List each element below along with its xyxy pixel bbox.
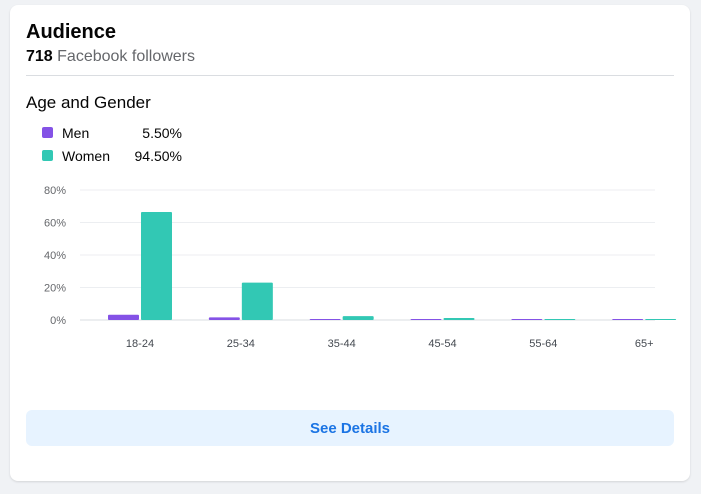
x-tick-label: 35-44 [328,338,356,350]
bar-women [443,318,475,320]
y-tick-label: 20% [44,283,66,295]
x-tick-label: 65+ [635,338,654,350]
x-tick-label: 25-34 [227,338,255,350]
chart-legend: Men 5.50% Women 94.50% [42,121,182,167]
legend-value-women: 94.50% [134,147,182,164]
bar-men [511,319,543,320]
audience-card: Audience 718 Facebook followers Age and … [10,5,690,481]
bar-men [612,319,644,320]
y-tick-label: 60% [44,218,66,230]
bar-men [208,317,240,320]
bar-women [241,282,273,320]
section-title: Age and Gender [26,93,151,112]
legend-item-men: Men 5.50% [42,121,182,144]
legend-swatch-women [42,150,53,161]
card-title: Audience [26,21,117,43]
y-tick-label: 0% [50,315,66,327]
legend-swatch-men [42,127,53,138]
bar-men [108,314,139,320]
bar-women [645,319,677,320]
x-tick-label: 18-24 [126,338,154,350]
bar-men [410,319,442,320]
legend-label-women: Women [62,147,110,164]
x-tick-label: 45-54 [428,338,456,350]
age-gender-bar-chart: 80% 60% 40% 20% 0% 18-24 25-34 35-44 45-54 55-64 6… [44,185,677,350]
bar-women [544,319,576,320]
x-tick-label: 55-64 [529,338,557,350]
bar-women [141,211,172,320]
follower-label: Facebook followers [57,48,195,65]
bar-men [309,319,341,320]
divider [26,75,674,76]
legend-item-women: Women 94.50% [42,144,182,167]
legend-label-men: Men [62,124,90,141]
y-tick-label: 80% [44,185,66,197]
y-tick-label: 40% [44,250,66,262]
follower-summary: 718 Facebook followers [26,48,195,66]
legend-value-men: 5.50% [142,124,182,141]
follower-count: 718 [26,48,53,65]
see-details-button[interactable]: See Details [26,410,674,446]
bar-women [342,316,374,320]
